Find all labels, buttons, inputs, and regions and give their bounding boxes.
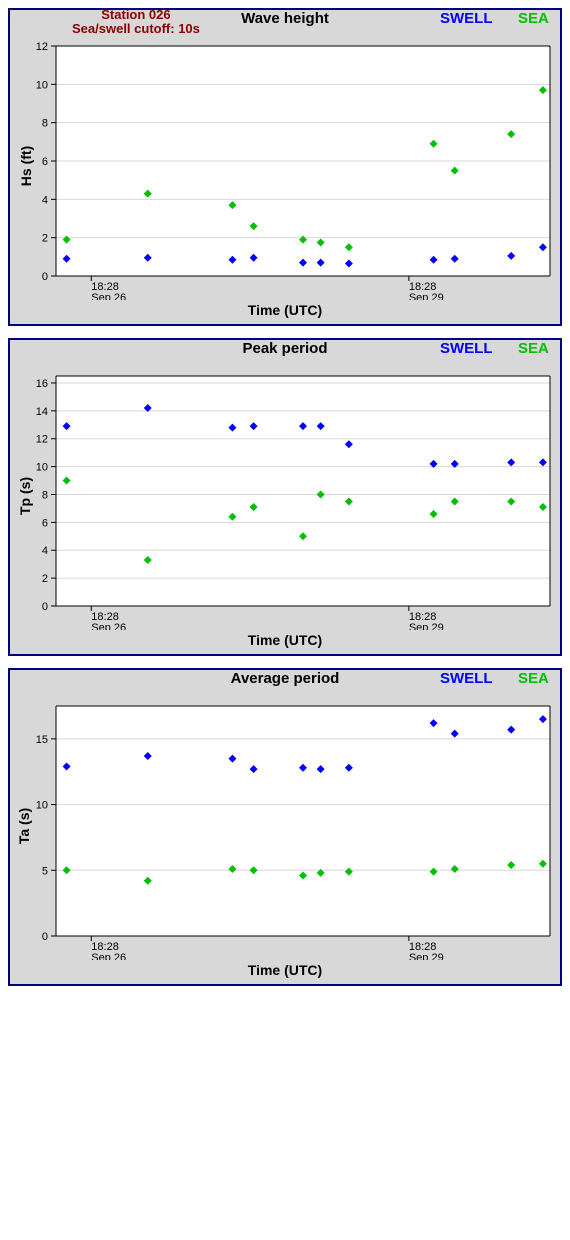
plot-area: Ta (s)05101518:28Sep 2618:28Sep 29 xyxy=(10,692,560,960)
svg-text:16: 16 xyxy=(36,378,48,390)
svg-text:6: 6 xyxy=(42,517,48,529)
y-axis-label: Hs (ft) xyxy=(18,146,34,186)
plot-area: Hs (ft)02468101218:28Sep 2618:28Sep 29 xyxy=(10,32,560,300)
svg-text:Sep 29: Sep 29 xyxy=(409,622,444,630)
plot-area: Tp (s)024681012141618:28Sep 2618:28Sep 2… xyxy=(10,362,560,630)
chart-panel: Station 026Sea/swell cutoff: 10sWave hei… xyxy=(8,8,562,326)
x-axis-label: Time (UTC) xyxy=(10,960,560,984)
svg-text:4: 4 xyxy=(42,194,48,206)
legend-swell: SWELL xyxy=(440,340,493,357)
y-axis-label: Ta (s) xyxy=(16,808,32,844)
chart-panel: Peak periodSWELLSEATp (s)024681012141618… xyxy=(8,338,562,656)
svg-text:14: 14 xyxy=(36,406,48,418)
chart-svg: 05101518:28Sep 2618:28Sep 29 xyxy=(10,692,560,960)
legend-swell: SWELL xyxy=(440,670,493,687)
svg-text:Sep 29: Sep 29 xyxy=(409,952,444,960)
svg-text:8: 8 xyxy=(42,118,48,130)
svg-text:10: 10 xyxy=(36,462,48,474)
svg-text:2: 2 xyxy=(42,573,48,585)
svg-text:0: 0 xyxy=(42,931,48,943)
legend-sea: SEA xyxy=(518,340,549,357)
svg-text:Sep 26: Sep 26 xyxy=(91,622,126,630)
svg-text:5: 5 xyxy=(42,865,48,877)
svg-text:4: 4 xyxy=(42,545,48,557)
svg-text:2: 2 xyxy=(42,233,48,245)
svg-text:8: 8 xyxy=(42,489,48,501)
y-axis-label: Tp (s) xyxy=(17,477,33,515)
svg-text:Sep 29: Sep 29 xyxy=(409,292,444,300)
legend-sea: SEA xyxy=(518,10,549,27)
chart-panel: Average periodSWELLSEATa (s)05101518:28S… xyxy=(8,668,562,986)
svg-text:6: 6 xyxy=(42,156,48,168)
svg-text:0: 0 xyxy=(42,271,48,283)
svg-text:Sep 26: Sep 26 xyxy=(91,952,126,960)
svg-text:12: 12 xyxy=(36,434,48,446)
svg-text:15: 15 xyxy=(36,734,48,746)
chart-svg: 024681012141618:28Sep 2618:28Sep 29 xyxy=(10,362,560,630)
x-axis-label: Time (UTC) xyxy=(10,630,560,654)
svg-text:12: 12 xyxy=(36,41,48,53)
svg-text:Sep 26: Sep 26 xyxy=(91,292,126,300)
chart-svg: 02468101218:28Sep 2618:28Sep 29 xyxy=(10,32,560,300)
x-axis-label: Time (UTC) xyxy=(10,300,560,324)
svg-text:0: 0 xyxy=(42,601,48,613)
svg-text:10: 10 xyxy=(36,79,48,91)
legend-swell: SWELL xyxy=(440,10,493,27)
svg-text:10: 10 xyxy=(36,800,48,812)
legend-sea: SEA xyxy=(518,670,549,687)
